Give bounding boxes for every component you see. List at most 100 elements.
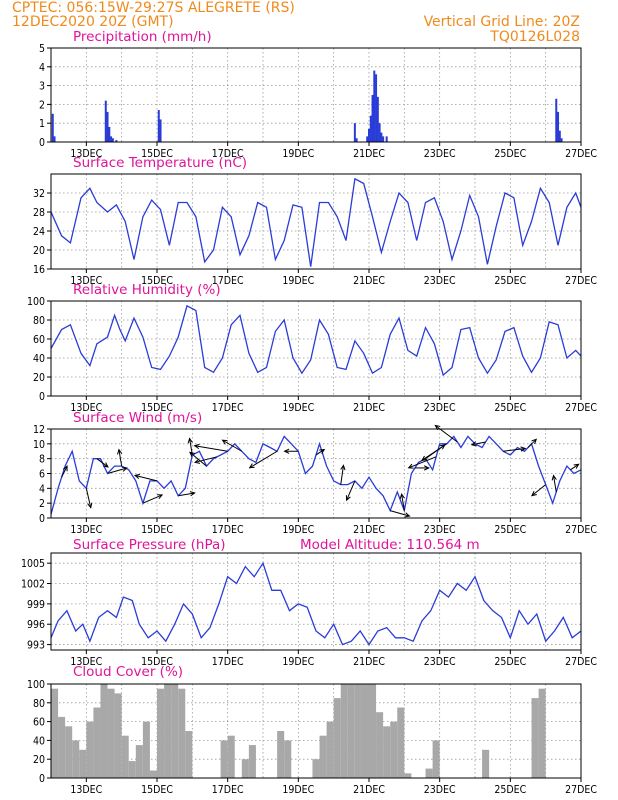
- x-tick-label: 15DEC: [141, 656, 173, 668]
- cloud-bar: [241, 759, 249, 778]
- precip-bar: [355, 138, 358, 142]
- y-tick-label: 2: [39, 99, 45, 111]
- panel-title-rh: Relative Humidity (%): [73, 282, 221, 298]
- y-tick-label: 8: [39, 454, 45, 466]
- y-tick-label: 1: [39, 118, 45, 130]
- y-tick-label: 28: [33, 207, 45, 219]
- y-tick-label: 20: [33, 754, 45, 766]
- precip-bar: [51, 113, 54, 142]
- cloud-bar: [319, 735, 327, 778]
- cloud-bar: [86, 721, 94, 778]
- wind-arrow: [187, 437, 193, 456]
- wind-arrow: [85, 488, 93, 509]
- y-tick-label: 1002: [21, 579, 45, 591]
- cloud-bar: [149, 770, 157, 778]
- x-tick-label: 13DEC: [70, 275, 102, 287]
- x-tick-label: 25DEC: [494, 524, 526, 536]
- panel-frame: [50, 552, 582, 651]
- cloud-bar: [425, 768, 433, 778]
- precip-bar: [385, 136, 388, 142]
- x-tick-label: 27DEC: [565, 148, 597, 160]
- cloud-bar: [72, 740, 80, 778]
- y-tick-label: 40: [33, 353, 45, 365]
- cloud-bar: [326, 721, 334, 778]
- wind-arrow: [390, 510, 411, 518]
- cloud-bar: [93, 707, 101, 778]
- precip-bar: [373, 70, 376, 142]
- cloud-bar: [390, 721, 398, 778]
- precip-bar: [353, 123, 356, 142]
- x-tick-label: 17DEC: [212, 402, 244, 414]
- x-tick-label: 23DEC: [424, 402, 456, 414]
- y-tick-label: 20: [33, 245, 45, 257]
- y-tick-label: 32: [33, 188, 45, 200]
- precip-bar: [560, 138, 563, 142]
- panel-frame: [50, 47, 582, 143]
- panel-title-pressure: Surface Pressure (hPa): [73, 537, 226, 553]
- cloud-bar: [531, 698, 539, 778]
- x-tick-label: 23DEC: [424, 524, 456, 536]
- x-tick-label: 13DEC: [70, 148, 102, 160]
- panel-pressure: Surface Pressure (hPa) Model Altitude: 11…: [21, 537, 597, 668]
- precip-bar: [157, 110, 160, 142]
- x-tick-label: 17DEC: [212, 784, 244, 796]
- plot-area-rh: [51, 304, 581, 377]
- wind-arrow: [61, 465, 68, 478]
- precip-bar: [555, 98, 558, 142]
- y-tick-label: 80: [33, 315, 45, 327]
- precip-bar: [108, 126, 111, 142]
- header-date: 12DEC2020 20Z (GMT): [12, 14, 174, 30]
- cloud-bar: [397, 707, 405, 778]
- header-model: TQ0126L028: [489, 29, 580, 45]
- x-tick-label: 27DEC: [565, 784, 597, 796]
- cloud-bar: [347, 684, 355, 778]
- wind-arrow: [345, 480, 356, 502]
- y-tick-label: 80: [33, 698, 45, 710]
- wind-arrow: [421, 443, 448, 461]
- cloud-bar: [361, 684, 369, 778]
- wind-arrow: [96, 458, 109, 468]
- cloud-bar: [284, 740, 292, 778]
- wind-arrow: [283, 448, 299, 454]
- wind-arrow: [551, 474, 557, 493]
- y-tick-label: 0: [39, 391, 45, 403]
- panel-frame: [50, 428, 582, 519]
- cloud-bar: [79, 749, 87, 778]
- x-tick-label: 15DEC: [141, 784, 173, 796]
- wind-arrow: [470, 441, 486, 447]
- precip-bar: [110, 136, 113, 142]
- wind-arrow: [570, 463, 580, 471]
- precip-bar: [115, 140, 118, 142]
- panel-title-precip: Precipitation (mm/h): [73, 29, 212, 45]
- y-tick-label: 24: [33, 226, 45, 238]
- precip-bar: [371, 95, 374, 142]
- wind-arrow: [133, 473, 158, 482]
- cloud-bar: [333, 698, 341, 778]
- x-tick-label: 15DEC: [141, 402, 173, 414]
- precip-bar: [106, 111, 109, 142]
- cloud-bar: [482, 749, 490, 778]
- panel-title-cloud: Cloud Cover (%): [73, 664, 183, 680]
- y-tick-label: 999: [27, 599, 45, 611]
- cloud-bar: [220, 740, 228, 778]
- wind-arrow: [414, 465, 430, 471]
- precip-bar: [159, 119, 162, 142]
- y-tick-label: 40: [33, 735, 45, 747]
- panel-cloud: Cloud Cover (%) 0 20 40 60 80 100 13DEC 15DEC 17D…: [27, 664, 597, 796]
- y-tick-label: 4: [39, 483, 45, 495]
- y-tick-label: 996: [27, 619, 45, 631]
- x-tick-label: 17DEC: [212, 524, 244, 536]
- wind-arrow: [107, 466, 128, 474]
- plot-area-temp: [51, 177, 581, 267]
- cloud-bar: [383, 726, 391, 778]
- y-tick-label: 2: [39, 498, 45, 510]
- cloud-bar: [58, 716, 66, 778]
- wind-arrow: [193, 443, 228, 452]
- panel-frame: [50, 173, 582, 270]
- wind-arrow: [178, 491, 196, 497]
- panel-precip: Precipitation (mm/h) 0 1 2 3 4 5 13DEC 15DEC 17DE…: [39, 29, 597, 160]
- x-tick-label: 23DEC: [424, 275, 456, 287]
- x-tick-label: 19DEC: [282, 524, 314, 536]
- header-grid-note: Vertical Grid Line: 20Z: [424, 14, 580, 30]
